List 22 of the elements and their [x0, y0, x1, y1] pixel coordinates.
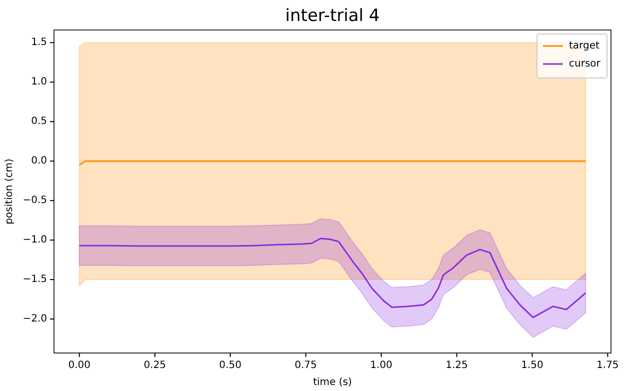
y-tick-label: −0.5	[22, 195, 47, 206]
x-axis-title: time (s)	[313, 377, 352, 388]
legend-label: cursor	[569, 58, 602, 70]
x-tick-label: 1.00	[370, 360, 392, 371]
legend-label: target	[569, 40, 600, 52]
x-tick-label: 1.75	[596, 360, 619, 371]
y-tick-label: 1.0	[31, 76, 47, 88]
line-series	[78, 238, 586, 318]
x-tick-label: 0.75	[294, 360, 317, 371]
y-tick-label: 0.5	[31, 116, 47, 128]
y-tick-label: −1.0	[22, 234, 47, 246]
y-tick-label: −2.0	[22, 314, 47, 325]
y-tick-label: 1.5	[31, 37, 47, 48]
chart-title: inter-trial 4	[285, 6, 380, 26]
y-tick-label: −1.5	[22, 274, 47, 286]
x-tick-label: 0.25	[144, 360, 166, 371]
x-tick-label: 0.50	[219, 360, 242, 371]
y-tick-label: 0.0	[31, 156, 47, 167]
x-tick-label: 0.00	[68, 360, 90, 371]
x-tick-label: 1.50	[521, 360, 544, 371]
y-axis-title: position (cm)	[4, 158, 15, 224]
x-tick-label: 1.25	[446, 360, 468, 371]
